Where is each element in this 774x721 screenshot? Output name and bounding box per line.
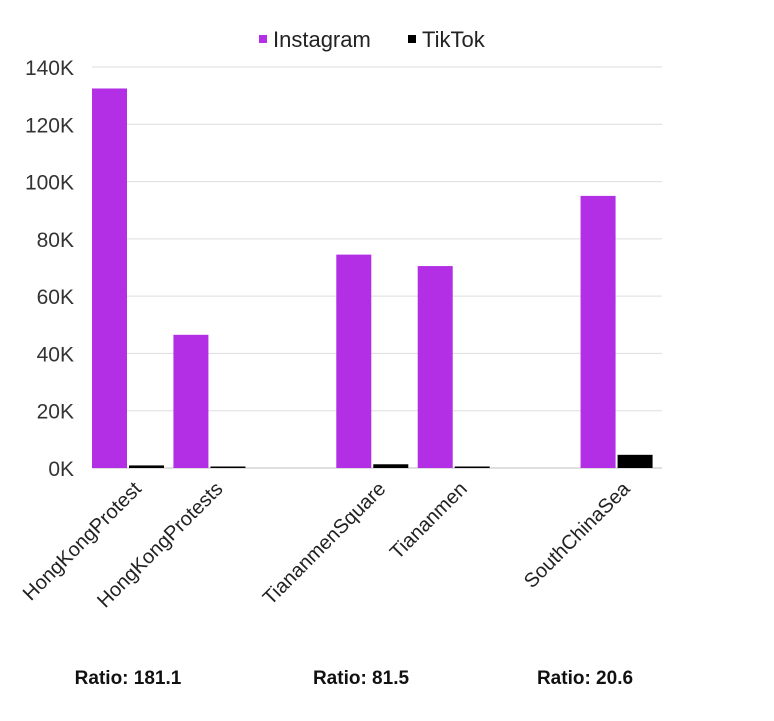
ratio-annotation: Ratio: 181.1 [75,668,182,689]
y-tick-label: 20K [37,401,74,424]
y-tick-label: 100K [25,172,74,195]
bar-instagram-hongkongprotests [173,334,209,468]
bar-instagram-southchinasea [580,195,616,468]
bar-tiktok-hongkongprotests [210,466,246,468]
legend-item-instagram: Instagram [259,27,371,52]
legend: Instagram TikTok [259,27,486,52]
x-category-label: SouthChinaSea [520,477,635,592]
legend-label: TikTok [422,27,486,52]
bar-tiktok-tiananmen [454,466,490,468]
ratio-annotation: Ratio: 20.6 [537,668,633,689]
x-category-label: TiananmenSquare [259,478,390,609]
legend-swatch [259,35,267,43]
bar-instagram-tiananmen [417,266,453,468]
y-tick-label: 40K [37,343,74,366]
legend-swatch [408,35,416,43]
bar-tiktok-tiananmensquare [373,464,409,468]
y-tick-label: 80K [37,229,74,252]
legend-item-tiktok: TikTok [408,27,486,52]
bars-layer [92,88,653,468]
y-tick-label: 140K [25,57,74,80]
bar-instagram-hongkongprotest [92,88,127,468]
ratio-annotations: Ratio: 181.1 Ratio: 81.5 Ratio: 20.6 [75,668,633,689]
y-axis-ticks: 0K 20K 40K 60K 80K 100K 120K 140K [25,57,74,481]
bar-instagram-tiananmensquare [336,254,372,468]
bar-tiktok-hongkongprotest [129,465,164,468]
bar-tiktok-southchinasea [617,454,653,468]
y-tick-label: 60K [37,286,74,309]
x-category-label: Tiananmen [386,478,472,564]
y-tick-label: 0K [48,458,74,481]
y-tick-label: 120K [25,114,74,137]
ratio-annotation: Ratio: 81.5 [313,668,410,689]
legend-label: Instagram [273,27,371,52]
